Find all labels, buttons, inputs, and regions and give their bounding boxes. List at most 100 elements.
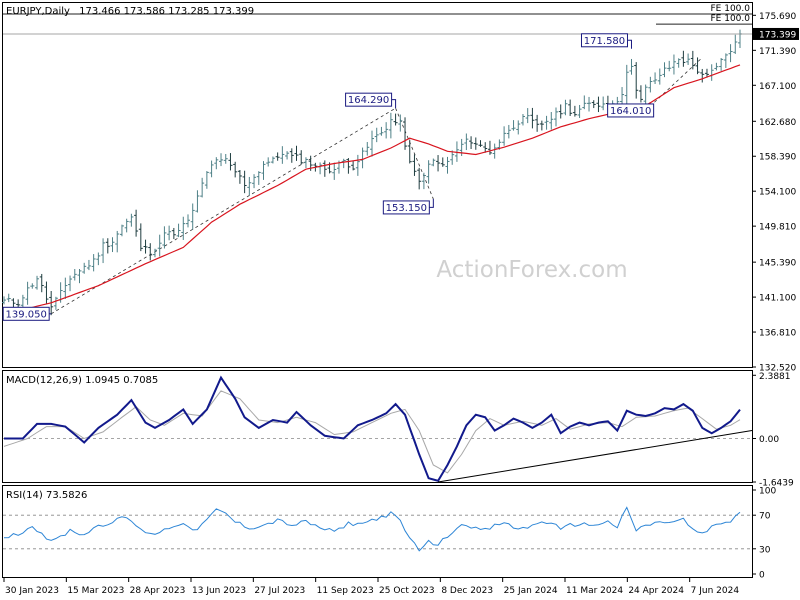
annotation-label: 171.580	[584, 36, 625, 47]
ohlc-bar	[25, 281, 30, 305]
ohlc-bar	[299, 150, 304, 165]
macd-tick-label: 2.3881	[759, 372, 791, 382]
ohlc-bar	[96, 252, 101, 266]
ohlc-bar	[214, 157, 219, 170]
ohlc-bar	[568, 99, 573, 117]
ohlc-bar	[544, 115, 549, 130]
ohlc-bar	[426, 160, 431, 184]
ohlc-bar	[407, 139, 412, 164]
ohlc-bar	[487, 140, 492, 155]
time-tick-label: 11 Sep 2023	[317, 586, 374, 596]
dashed-trendline	[645, 57, 703, 111]
ohlc-bar	[690, 50, 695, 70]
ohlc-bar	[39, 273, 44, 293]
ohlc-bar	[77, 268, 82, 284]
macd-pane-frame	[2, 370, 753, 483]
ohlc-bar	[86, 259, 91, 271]
price-tick-label: 167.100	[759, 82, 796, 92]
ohlc-bar	[388, 112, 393, 139]
ohlc-bar	[285, 151, 290, 160]
ohlc-readout: 173.466 173.586 173.285 173.399	[79, 6, 254, 17]
ohlc-bar	[662, 62, 667, 78]
ohlc-bar	[82, 262, 87, 274]
ohlc-bar	[558, 104, 563, 119]
ohlc-bar	[572, 105, 577, 117]
ohlc-bar	[30, 283, 35, 289]
ohlc-bar	[91, 254, 96, 272]
ohlc-bar	[714, 62, 719, 71]
ohlc-bar	[270, 156, 275, 164]
ohlc-bar	[374, 127, 379, 143]
ohlc-bar	[152, 248, 157, 258]
ohlc-bar	[520, 114, 525, 126]
annotation-box	[580, 33, 628, 48]
ohlc-bar	[577, 104, 582, 118]
ohlc-bar	[417, 167, 422, 190]
ohlc-bar	[445, 156, 450, 174]
ohlc-bar	[186, 214, 190, 228]
ohlc-bar	[648, 76, 653, 93]
ohlc-bar	[181, 216, 186, 240]
ohlc-bar	[620, 87, 625, 106]
ohlc-bar	[266, 157, 271, 167]
ohlc-bar	[204, 171, 209, 189]
rsi-tick-label: 30	[759, 545, 771, 555]
ohlc-bar	[596, 96, 601, 113]
ohlc-bar	[195, 190, 200, 213]
ohlc-bar	[506, 124, 511, 139]
ohlc-bar	[176, 223, 181, 238]
ohlc-bar	[511, 120, 516, 131]
ohlc-bar	[704, 68, 709, 78]
price-tick-label: 162.680	[759, 118, 796, 128]
ohlc-bar	[436, 155, 441, 172]
ohlc-bar	[148, 243, 153, 261]
macd-title: MACD(12,26,9) 1.0945 0.7085	[6, 375, 158, 386]
ohlc-bar	[105, 238, 110, 254]
ohlc-bar	[549, 112, 554, 130]
current-price-box	[753, 27, 799, 40]
ohlc-bar	[473, 137, 478, 150]
ohlc-bar	[624, 64, 629, 104]
current-price-label: 173.399	[759, 30, 796, 40]
ohlc-bar	[162, 226, 167, 249]
ohlc-bar	[535, 114, 540, 132]
rsi-axis: 100 70 30 0	[752, 487, 776, 581]
ohlc-bar	[370, 130, 374, 157]
ohlc-bar	[700, 68, 705, 83]
annotation-box	[2, 306, 50, 321]
ohlc-bar	[676, 58, 681, 68]
ohlc-bar	[638, 85, 643, 103]
ohlc-bar	[379, 126, 384, 136]
rsi-tick-label: 0	[759, 571, 765, 581]
rsi-title: RSI(14) 73.5826	[6, 490, 87, 501]
ohlc-bar	[157, 234, 162, 257]
price-annotations: 139.050 164.290 153.150 171.580 164.010	[2, 33, 655, 321]
ohlc-bar	[530, 107, 535, 129]
rsi-tick-label: 100	[759, 487, 776, 497]
ohlc-bar	[469, 136, 474, 150]
watermark: ActionForex.com	[436, 257, 627, 283]
ohlc-bar	[483, 142, 488, 153]
ohlc-bar	[190, 203, 195, 230]
price-tick-label: 149.810	[759, 223, 796, 233]
annotation-label: 164.010	[610, 106, 651, 117]
ohlc-bar	[365, 141, 370, 156]
price-axis: 175.690 171.390 167.100 162.680 158.390 154.1…	[752, 12, 799, 374]
ohlc-bar	[695, 57, 700, 75]
ohlc-bar	[492, 143, 497, 159]
ohlc-bar	[728, 44, 733, 63]
price-tick-label: 141.100	[759, 294, 796, 304]
macd-signal-line	[3, 390, 741, 474]
ohlc-bar	[124, 218, 129, 233]
ohlc-bar	[502, 126, 507, 146]
ohlc-bar	[525, 108, 530, 124]
ohlc-bar	[393, 113, 398, 126]
macd-axis: 2.3881 0.00 -1.6439	[752, 372, 794, 489]
rsi-chart	[3, 506, 752, 552]
ohlc-bar	[421, 172, 426, 190]
annotation-label: 164.290	[348, 95, 389, 106]
ohlc-bar	[653, 72, 658, 85]
symbol-label: EURJPY,Daily	[6, 6, 70, 17]
dashed-trendline	[50, 107, 396, 315]
ohlc-bar	[228, 153, 233, 171]
